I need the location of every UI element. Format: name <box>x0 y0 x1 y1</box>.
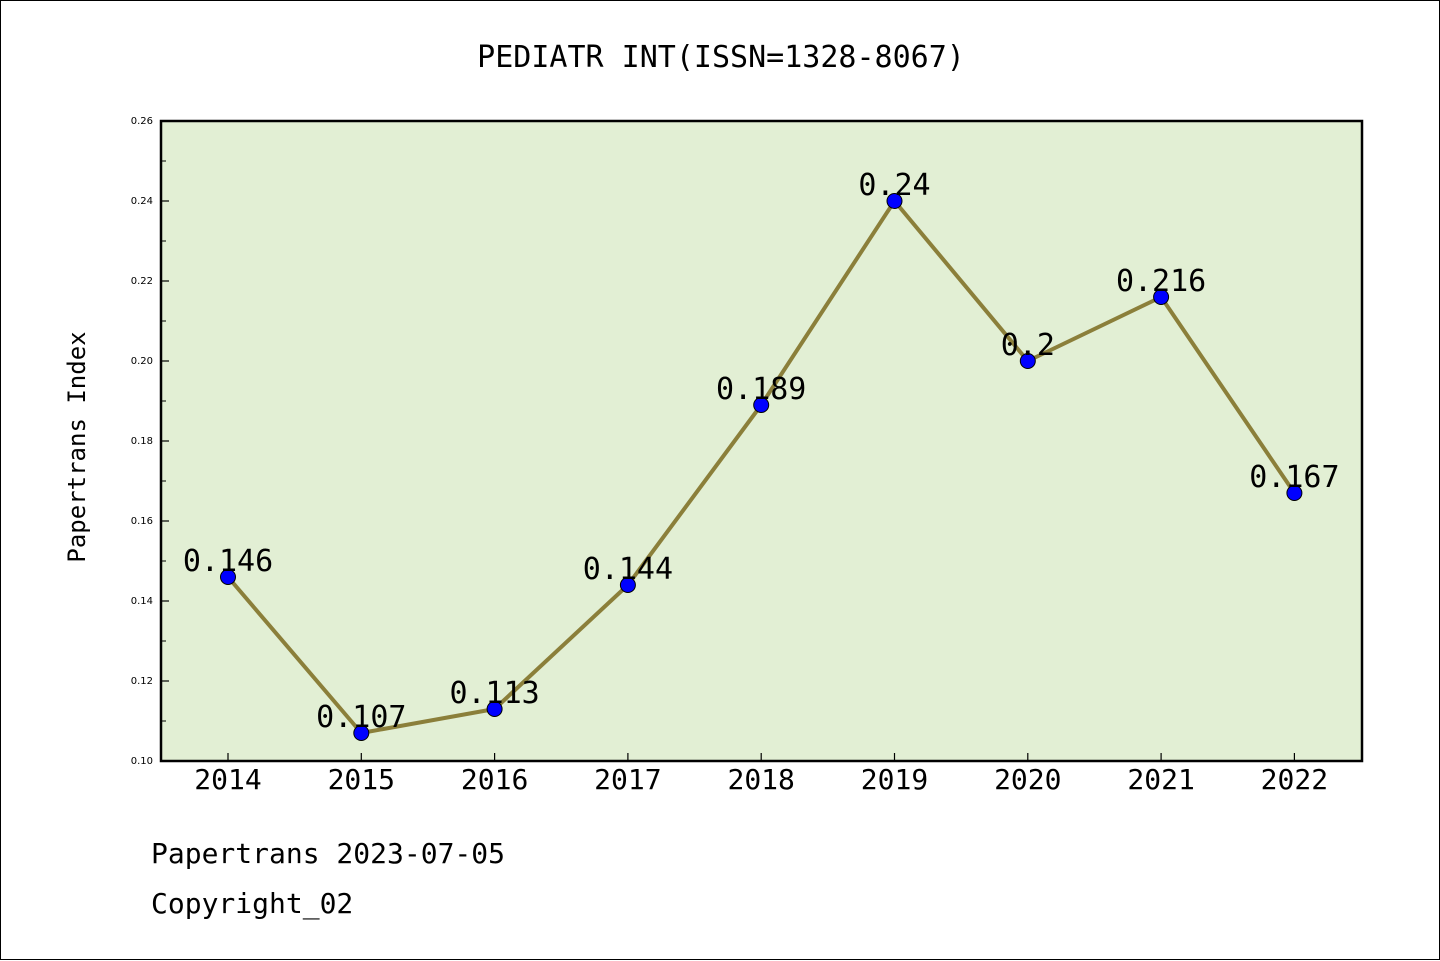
y-tick-label: 0.14 <box>131 596 153 607</box>
x-tick-label: 2021 <box>1127 763 1194 796</box>
data-label: 0.107 <box>316 700 406 735</box>
y-tick-label: 0.18 <box>131 436 153 447</box>
y-tick-label: 0.22 <box>131 276 153 287</box>
data-markers <box>220 193 1303 741</box>
data-label: 0.113 <box>449 676 539 711</box>
data-label: 0.167 <box>1249 460 1339 495</box>
y-tick-label: 0.26 <box>131 116 153 127</box>
data-point <box>1286 485 1303 501</box>
data-point <box>220 569 236 585</box>
data-labels: 0.146 0.107 0.113 0.144 0.189 0.24 0.2 0.216 0.1… <box>183 168 1340 735</box>
data-point <box>886 193 903 209</box>
x-tick-label: 2019 <box>861 763 928 796</box>
y-axis: 0.10 0.12 0.14 0.16 0.18 0.20 0.22 0.24 0.26 <box>131 116 169 767</box>
footer-date: Papertrans 2023-07-05 <box>151 837 506 870</box>
x-tick-label: 2018 <box>727 763 794 796</box>
x-tick-label: 2022 <box>1261 763 1328 796</box>
x-tick-label: 2014 <box>194 763 261 796</box>
data-point <box>619 577 636 593</box>
data-point <box>486 701 503 717</box>
y-tick-label: 0.24 <box>131 196 153 207</box>
data-point <box>353 725 370 741</box>
x-tick-label: 2020 <box>994 763 1061 796</box>
y-axis-label: Papertrans Index <box>63 331 91 562</box>
x-tick-label: 2015 <box>328 763 395 796</box>
plot-area <box>159 119 1364 763</box>
data-label: 0.144 <box>583 552 673 587</box>
data-point <box>753 397 770 413</box>
data-label: 0.24 <box>858 168 930 203</box>
chart-title: PEDIATR INT(ISSN=1328-8067) <box>477 40 965 75</box>
data-point <box>1019 353 1036 369</box>
footer-copyright: Copyright_02 <box>151 887 354 920</box>
y-tick-label: 0.20 <box>131 356 153 367</box>
data-label: 0.216 <box>1116 264 1206 299</box>
y-tick-label: 0.10 <box>131 756 153 767</box>
y-tick-label: 0.12 <box>131 676 153 687</box>
x-tick-label: 2016 <box>461 763 528 796</box>
x-tick-label: 2017 <box>594 763 661 796</box>
x-axis: 2014 2015 2016 2017 2018 2019 2020 2021 2022 <box>194 753 1328 796</box>
data-point <box>1153 289 1170 305</box>
data-label: 0.146 <box>183 544 273 579</box>
y-tick-label: 0.16 <box>131 516 153 527</box>
data-label: 0.189 <box>716 372 806 407</box>
data-label: 0.2 <box>1001 328 1055 363</box>
